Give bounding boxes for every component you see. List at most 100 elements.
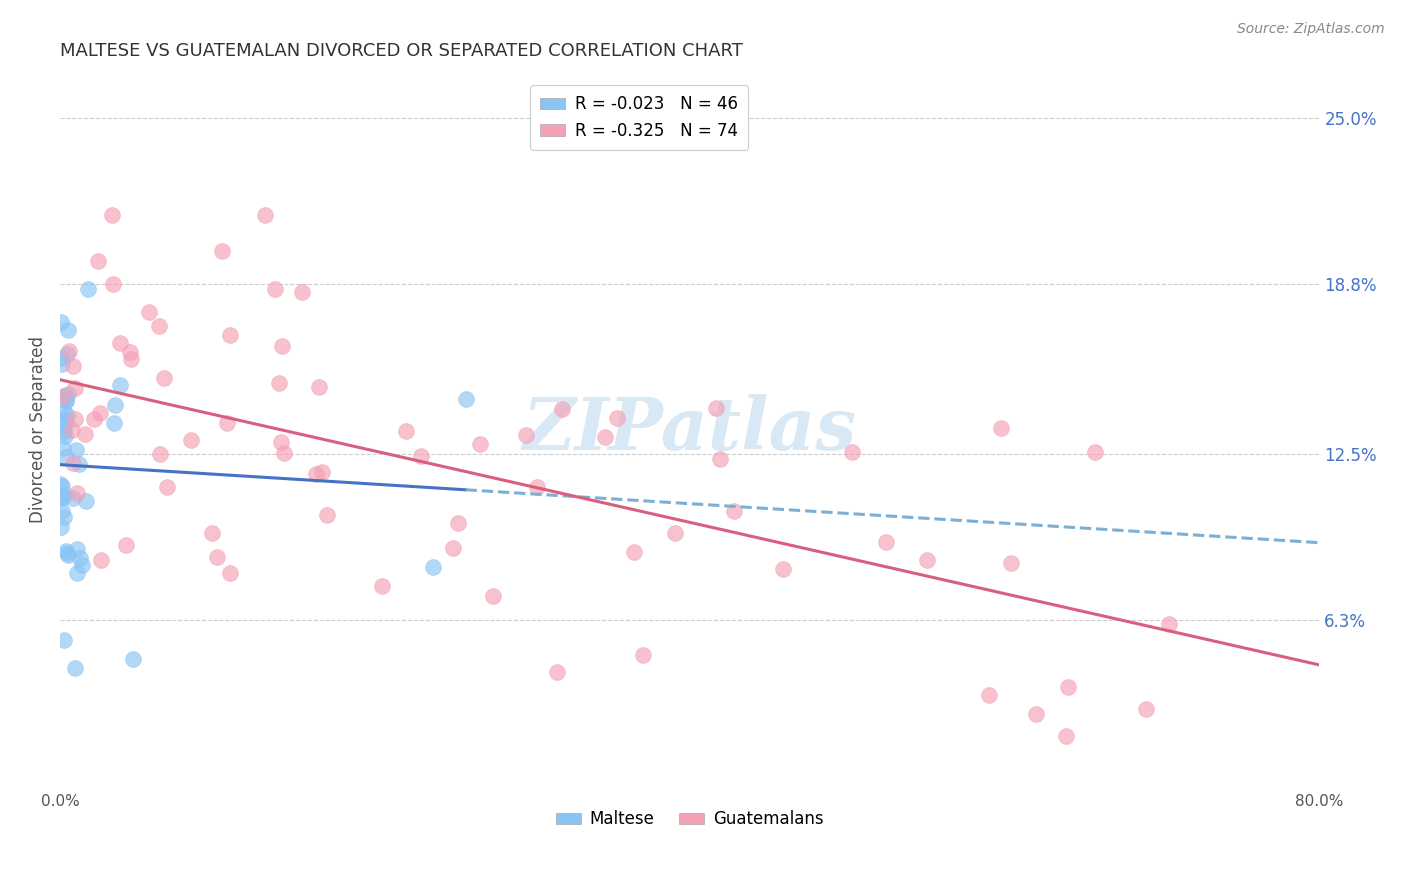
Point — [108, 336, 131, 351]
Point — [180, 433, 202, 447]
Point — [55, 347, 77, 361]
Point — [593, 430, 616, 444]
Point — [990, 420, 1012, 434]
Point — [148, 319, 170, 334]
Point — [58, 343, 80, 358]
Point — [52, 405, 75, 419]
Point — [55, 392, 77, 407]
Point — [470, 436, 492, 450]
Point — [120, 351, 142, 366]
Point — [49, 315, 72, 329]
Point — [664, 526, 686, 541]
Point — [65, 443, 87, 458]
Point — [62, 491, 84, 505]
Point — [704, 401, 727, 415]
Point — [53, 425, 76, 439]
Point — [51, 504, 73, 518]
Point — [482, 589, 505, 603]
Point — [66, 566, 89, 580]
Point — [1054, 729, 1077, 743]
Point — [441, 541, 464, 556]
Point — [52, 388, 75, 402]
Point — [207, 550, 229, 565]
Point — [447, 516, 470, 531]
Point — [63, 661, 86, 675]
Point — [49, 476, 72, 491]
Point — [52, 423, 75, 437]
Point — [606, 410, 628, 425]
Point — [89, 406, 111, 420]
Text: ZIPatlas: ZIPatlas — [523, 394, 856, 465]
Point — [55, 394, 77, 409]
Point — [62, 359, 84, 373]
Point — [841, 445, 863, 459]
Point — [51, 351, 73, 365]
Point — [709, 451, 731, 466]
Point — [56, 548, 79, 562]
Point — [56, 546, 79, 560]
Point — [75, 426, 97, 441]
Point — [66, 541, 89, 556]
Point — [1025, 706, 1047, 721]
Point — [269, 376, 291, 391]
Point — [115, 538, 138, 552]
Point — [273, 446, 295, 460]
Point — [56, 408, 79, 422]
Legend: Maltese, Guatemalans: Maltese, Guatemalans — [550, 804, 830, 835]
Point — [395, 424, 418, 438]
Point — [270, 435, 292, 450]
Point — [53, 414, 76, 428]
Point — [915, 553, 938, 567]
Point — [56, 323, 79, 337]
Point — [53, 632, 76, 647]
Point — [411, 450, 433, 464]
Point — [60, 423, 83, 437]
Point — [49, 491, 72, 505]
Point — [631, 648, 654, 662]
Point — [67, 457, 90, 471]
Point — [270, 339, 292, 353]
Point — [110, 378, 132, 392]
Point — [51, 357, 73, 371]
Point — [75, 493, 97, 508]
Point — [55, 543, 77, 558]
Point — [53, 429, 76, 443]
Point — [875, 534, 897, 549]
Point — [219, 566, 242, 580]
Point — [371, 579, 394, 593]
Point — [546, 665, 568, 680]
Point — [62, 456, 84, 470]
Point — [291, 285, 314, 300]
Point — [101, 208, 124, 222]
Text: Source: ZipAtlas.com: Source: ZipAtlas.com — [1237, 22, 1385, 37]
Point — [1084, 445, 1107, 459]
Point — [63, 381, 86, 395]
Point — [422, 560, 444, 574]
Point — [219, 328, 242, 343]
Point — [623, 545, 645, 559]
Point — [122, 652, 145, 666]
Point — [211, 244, 233, 258]
Point — [1056, 680, 1078, 694]
Point — [51, 479, 73, 493]
Point — [515, 428, 537, 442]
Point — [101, 277, 124, 291]
Point — [70, 558, 93, 572]
Point — [90, 552, 112, 566]
Point — [55, 414, 77, 428]
Point — [772, 562, 794, 576]
Point — [215, 416, 238, 430]
Point — [311, 465, 333, 479]
Point — [49, 520, 72, 534]
Point — [138, 304, 160, 318]
Point — [53, 510, 76, 524]
Point — [66, 486, 89, 500]
Point — [305, 467, 328, 482]
Point — [977, 688, 1000, 702]
Point — [56, 386, 79, 401]
Point — [316, 508, 339, 523]
Point — [104, 398, 127, 412]
Point — [1000, 556, 1022, 570]
Point — [77, 282, 100, 296]
Point — [264, 283, 287, 297]
